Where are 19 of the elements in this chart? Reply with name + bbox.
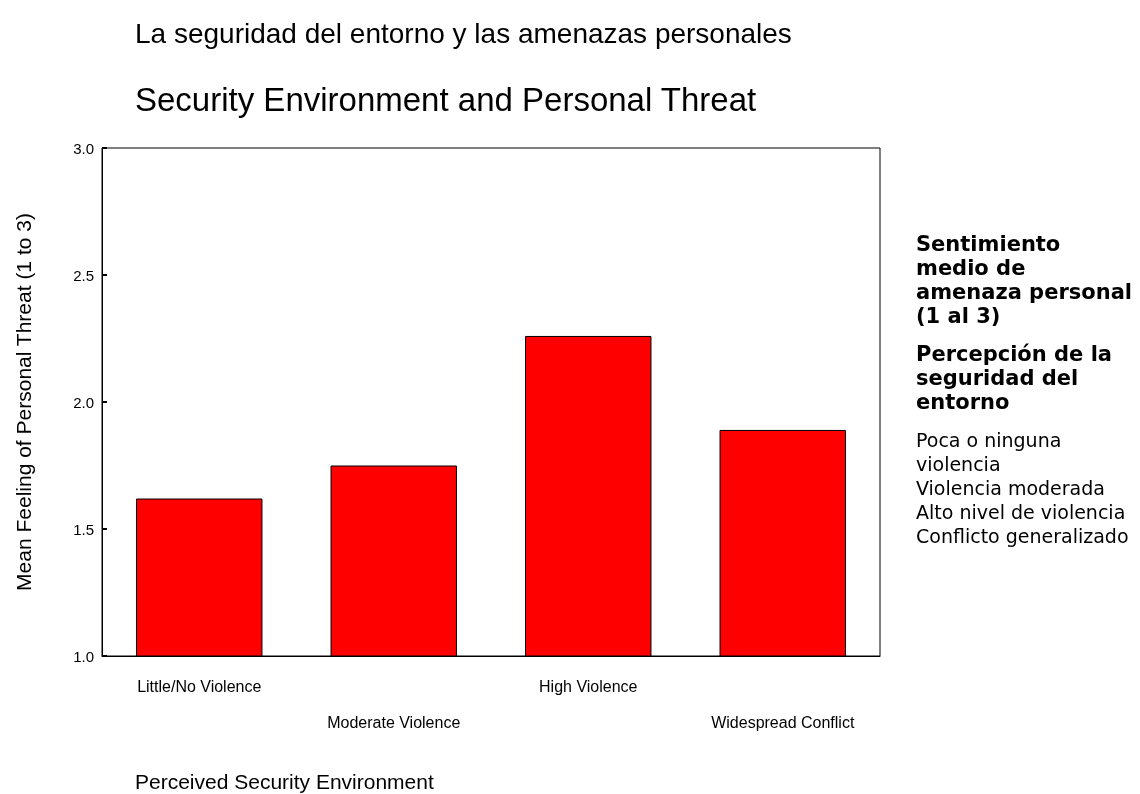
x-tick-label: Widespread Conflict xyxy=(711,713,855,731)
text: Violencia moderada xyxy=(916,476,1106,500)
text: Alto nivel de violencia xyxy=(916,500,1127,524)
chart-title: La seguridad del entorno y las amenazas personales xyxy=(135,17,792,49)
x-axis-title: Perceived Security Environment xyxy=(135,770,434,793)
text: Conflicto generalizado xyxy=(916,524,1130,548)
x-tick-label: High Violence xyxy=(539,677,638,695)
y-tick-label: 3.0 xyxy=(73,139,94,157)
y-tick-label: 1.5 xyxy=(73,520,94,538)
y-axis-title: Mean Feeling of Personal Threat (1 to 3) xyxy=(12,213,35,591)
text: Percepción de la seguridad del entorno xyxy=(916,342,1113,414)
text: Poca o ninguna violencia xyxy=(916,428,1063,476)
y-tick-label: 2.0 xyxy=(73,393,94,411)
y-tick-label: 1.0 xyxy=(73,647,94,665)
text: Sentimiento medio de amenaza personal (1 al 3) xyxy=(916,232,1133,328)
x-tick-label: Moderate Violence xyxy=(327,713,461,731)
chart-subtitle: Security Environment and Personal Threat xyxy=(135,81,757,118)
y-tick-label: 2.5 xyxy=(73,266,94,284)
x-tick-label: Little/No Violence xyxy=(137,677,262,695)
